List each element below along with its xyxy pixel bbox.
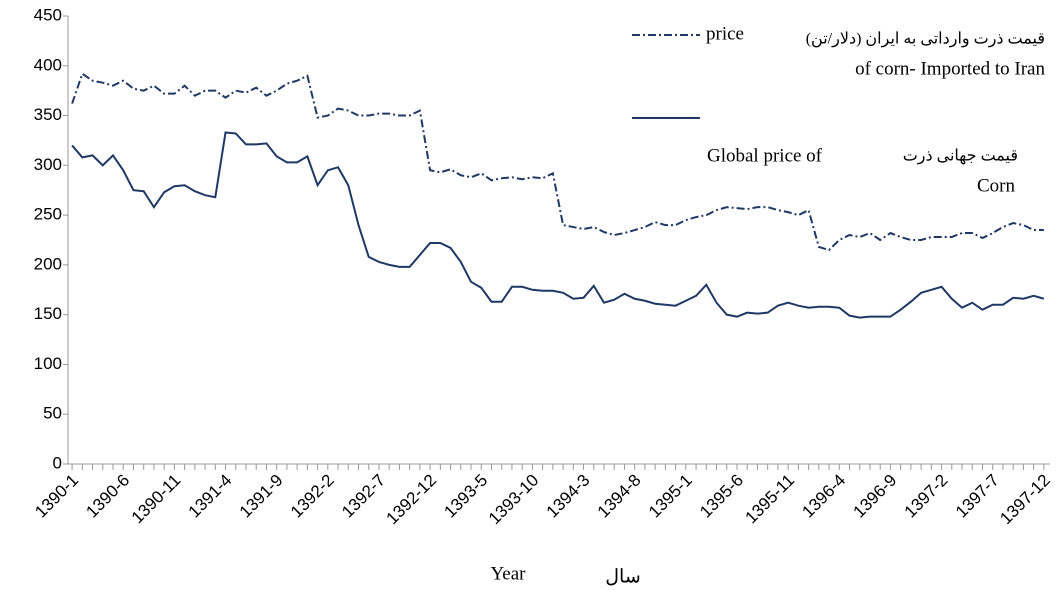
y-tick-label: 100 [34, 354, 62, 373]
y-tick-label: 150 [34, 304, 62, 323]
x-tick-label: 1395-1 [645, 471, 696, 522]
x-tick-label: 1390-6 [82, 471, 133, 522]
x-tick-label: 1397-12 [996, 471, 1054, 529]
x-tick-label: 1394-8 [594, 471, 645, 522]
x-axis-title: Year [490, 563, 526, 584]
x-tick-label: 1392-7 [338, 471, 389, 522]
x-tick-label: 1391-4 [185, 471, 236, 522]
x-tick-label: 1397-7 [952, 471, 1003, 522]
legend-label: price [706, 23, 744, 44]
y-tick-label: 250 [34, 205, 62, 224]
x-tick-label: 1392-12 [383, 471, 441, 529]
x-tick-label: 1394-3 [543, 471, 594, 522]
x-tick-label: 1393-10 [485, 471, 543, 529]
y-tick-label: 450 [34, 5, 62, 24]
y-tick-label: 0 [53, 453, 62, 472]
legend-label: Global price of [707, 145, 823, 166]
y-tick-label: 300 [34, 155, 62, 174]
legend-annotation: قیمت جهانی ذرت [903, 148, 1018, 165]
legend-annotation: قیمت ذرت وارداتی به ایران (دلار/تن) [806, 31, 1045, 48]
x-axis-annotation: سال [605, 566, 641, 587]
y-tick-label: 200 [34, 254, 62, 273]
x-tick-label: 1395-6 [696, 471, 747, 522]
y-tick-label: 50 [43, 404, 62, 423]
x-tick-label: 1390-1 [31, 471, 82, 522]
x-tick-label: 1391-9 [236, 471, 287, 522]
series-line [71, 72, 1044, 252]
series-line [71, 131, 1045, 319]
x-tick-label: 1397-2 [901, 471, 952, 522]
x-tick-label: 1396-9 [850, 471, 901, 522]
legend-annotation: Corn [977, 175, 1016, 196]
x-tick-label: 1392-2 [287, 471, 338, 522]
legend-annotation: of corn- Imported to Iran [855, 58, 1045, 79]
x-tick-label: 1393-5 [440, 471, 491, 522]
x-tick-label: 1390-11 [128, 471, 185, 528]
x-tick-label: 1395-11 [741, 471, 798, 528]
y-tick-label: 400 [34, 55, 62, 74]
x-tick-label: 1396-4 [798, 471, 849, 522]
y-tick-label: 350 [34, 105, 62, 124]
